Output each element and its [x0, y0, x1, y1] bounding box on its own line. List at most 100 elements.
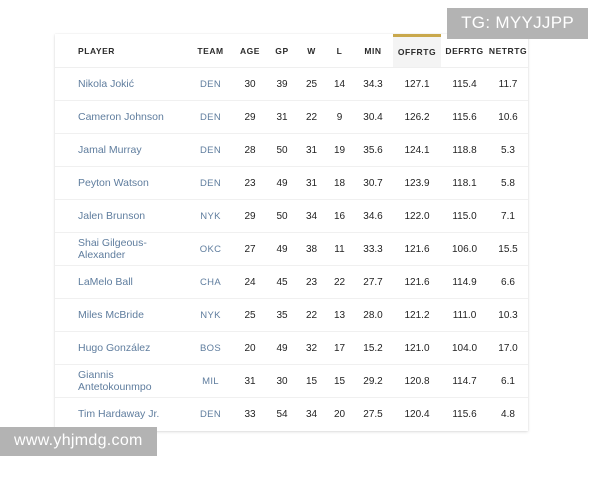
stat-cell-netrtg: 10.3 [488, 298, 528, 332]
stat-cell-age: 29 [233, 199, 267, 233]
stat-cell-min: 27.7 [353, 265, 393, 299]
stat-cell-gp: 54 [267, 397, 297, 431]
stat-cell-w: 25 [305, 78, 318, 90]
stat-cell-min: 30.4 [353, 100, 393, 134]
stat-cell-offrtg: 126.2 [393, 100, 441, 134]
stat-cell-age: 30 [244, 78, 256, 90]
stat-cell-l: 16 [326, 199, 353, 233]
table-row[interactable]: Jamal Murray DEN 28 50 31 19 35.6 124.1 118.8 5.3 [55, 133, 528, 167]
player-name-link[interactable]: Jalen Brunson [55, 199, 188, 233]
stat-cell-w: 31 [297, 133, 326, 167]
team-abbr-link[interactable]: DEN [188, 100, 233, 134]
column-header-defrtg[interactable]: DEFRTG [441, 35, 488, 68]
player-name-link[interactable]: Nikola Jokić [78, 78, 135, 90]
stat-cell-age: 24 [233, 265, 267, 299]
stat-cell-w: 15 [297, 364, 326, 398]
stat-cell-netrtg: 11.7 [498, 78, 518, 90]
stat-cell-defrtg: 106.0 [441, 232, 488, 266]
player-name-link[interactable]: Miles McBride [55, 298, 188, 332]
team-abbr-link[interactable]: DEN [188, 397, 233, 431]
team-abbr-link[interactable]: NYK [188, 199, 233, 233]
stat-cell-defrtg: 115.6 [441, 397, 488, 431]
team-abbr-link[interactable]: CHA [188, 265, 233, 299]
stat-cell-w: 34 [297, 397, 326, 431]
stat-cell-w: 31 [297, 166, 326, 200]
stat-cell-offrtg: 122.0 [393, 199, 441, 233]
player-name-link[interactable]: Peyton Watson [55, 166, 188, 200]
stat-cell-gp: 35 [267, 298, 297, 332]
stat-cell-l: 20 [326, 397, 353, 431]
column-header-l[interactable]: L [326, 35, 353, 68]
stat-cell-w: 38 [297, 232, 326, 266]
table-row[interactable]: Jalen Brunson NYK 29 50 34 16 34.6 122.0 115.0 7.… [55, 199, 528, 233]
stat-cell-l: 17 [326, 331, 353, 365]
stat-cell-netrtg: 6.6 [488, 265, 528, 299]
stat-cell-min: 27.5 [353, 397, 393, 431]
stat-cell-offrtg: 120.8 [393, 364, 441, 398]
stat-cell-offrtg: 124.1 [393, 133, 441, 167]
stat-cell-defrtg: 115.0 [441, 199, 488, 233]
table-row[interactable]: Miles McBride NYK 25 35 22 13 28.0 121.2 111.0 10… [55, 298, 528, 332]
column-header-age[interactable]: AGE [233, 35, 267, 68]
stat-cell-gp: 39 [276, 78, 288, 90]
stat-cell-min: 30.7 [353, 166, 393, 200]
team-abbr-link[interactable]: DEN [200, 78, 221, 90]
stat-cell-w: 22 [297, 298, 326, 332]
table-row[interactable]: Tim Hardaway Jr. DEN 33 54 34 20 27.5 120.4 115.… [55, 397, 528, 431]
player-stats-table: PLAYER TEAM AGE GP W L MIN OFFRTG DEFRTG… [55, 34, 528, 431]
column-header-player[interactable]: PLAYER [55, 35, 188, 68]
stat-cell-min: 15.2 [353, 331, 393, 365]
team-abbr-link[interactable]: MIL [188, 364, 233, 398]
stat-cell-netrtg: 5.3 [488, 133, 528, 167]
telegram-watermark: TG: MYYJJPP [447, 8, 588, 39]
table-row[interactable]: Hugo González BOS 20 49 32 17 15.2 121.0 104.0 17… [55, 331, 528, 365]
table-row[interactable]: Shai Gilgeous-Alexander OKC 27 49 38 11 33.3 12… [55, 232, 528, 266]
stat-cell-defrtg: 114.9 [441, 265, 488, 299]
team-abbr-link[interactable]: NYK [188, 298, 233, 332]
stat-cell-netrtg: 5.8 [488, 166, 528, 200]
stat-cell-gp: 31 [267, 100, 297, 134]
table-row[interactable]: LaMelo Ball CHA 24 45 23 22 27.7 121.6 114.9 6.6 [55, 265, 528, 299]
player-name-link[interactable]: Giannis Antetokounmpo [55, 364, 188, 398]
table-row[interactable]: Giannis Antetokounmpo MIL 31 30 15 15 29.2 120.… [55, 364, 528, 398]
team-abbr-link[interactable]: DEN [188, 133, 233, 167]
stat-cell-w: 22 [297, 100, 326, 134]
stat-cell-offrtg: 127.1 [404, 78, 430, 90]
stat-cell-gp: 45 [267, 265, 297, 299]
stat-cell-min: 34.3 [363, 78, 383, 90]
player-name-link[interactable]: LaMelo Ball [55, 265, 188, 299]
table-header: PLAYER TEAM AGE GP W L MIN OFFRTG DEFRTG… [55, 34, 528, 68]
player-name-link[interactable]: Tim Hardaway Jr. [55, 397, 188, 431]
player-name-link[interactable]: Cameron Johnson [55, 100, 188, 134]
player-name-link[interactable]: Hugo González [55, 331, 188, 365]
column-header-team[interactable]: TEAM [188, 35, 233, 68]
stat-cell-w: 23 [297, 265, 326, 299]
stat-cell-min: 28.0 [353, 298, 393, 332]
team-abbr-link[interactable]: DEN [188, 166, 233, 200]
table-row[interactable]: Nikola Jokić DEN 30 39 25 14 34.3 127.1 115.4 11.… [55, 68, 528, 101]
stat-cell-offrtg: 120.4 [393, 397, 441, 431]
player-name-link[interactable]: Jamal Murray [55, 133, 188, 167]
team-abbr-link[interactable]: OKC [188, 232, 233, 266]
stat-cell-age: 33 [233, 397, 267, 431]
table-row[interactable]: Peyton Watson DEN 23 49 31 18 30.7 123.9 118.1 5.… [55, 166, 528, 200]
stat-cell-defrtg: 104.0 [441, 331, 488, 365]
stat-cell-w: 34 [297, 199, 326, 233]
stat-cell-l: 15 [326, 364, 353, 398]
player-stats-card: PLAYER TEAM AGE GP W L MIN OFFRTG DEFRTG… [55, 34, 528, 431]
column-header-netrtg[interactable]: NETRTG [488, 35, 528, 68]
column-header-min[interactable]: MIN [353, 35, 393, 68]
stat-cell-offrtg: 121.6 [393, 232, 441, 266]
team-abbr-link[interactable]: BOS [188, 331, 233, 365]
player-name-link[interactable]: Shai Gilgeous-Alexander [55, 232, 188, 266]
column-header-offrtg[interactable]: OFFRTG [393, 34, 441, 68]
table-row[interactable]: Cameron Johnson DEN 29 31 22 9 30.4 126.2 115.6 1… [55, 100, 528, 134]
stat-cell-l: 9 [326, 100, 353, 134]
column-header-w[interactable]: W [297, 35, 326, 68]
stat-cell-min: 29.2 [353, 364, 393, 398]
stat-cell-w: 32 [297, 331, 326, 365]
column-header-gp[interactable]: GP [267, 35, 297, 68]
stat-cell-netrtg: 7.1 [488, 199, 528, 233]
table-header-row: PLAYER TEAM AGE GP W L MIN OFFRTG DEFRTG… [55, 34, 528, 68]
table-body: Nikola Jokić DEN 30 39 25 14 34.3 127.1 115.4 11.… [55, 68, 528, 431]
